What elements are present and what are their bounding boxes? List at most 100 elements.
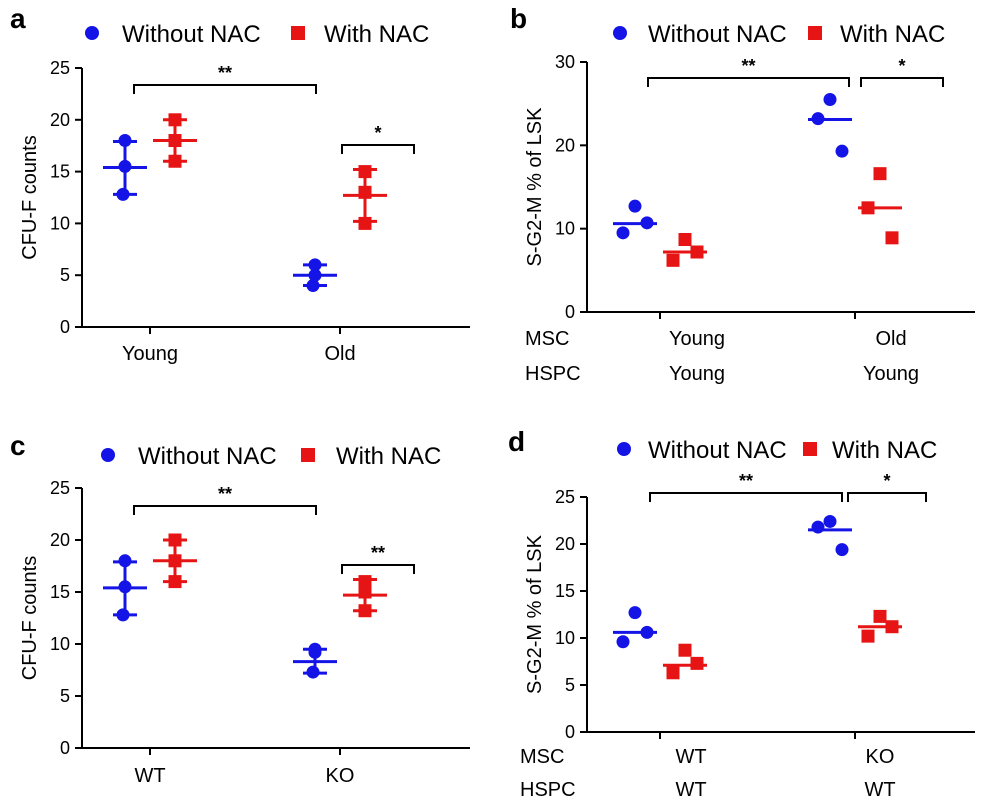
significance-bracket: *	[847, 471, 927, 502]
bracket-line	[133, 505, 317, 515]
row-value: Young	[669, 363, 725, 385]
row-value: WT	[675, 746, 706, 768]
data-point-with-nac	[168, 134, 182, 148]
y-tick-label: 5	[60, 265, 70, 285]
data-point-without-nac	[616, 226, 630, 240]
significance-label: *	[883, 471, 890, 491]
data-point-without-nac	[306, 665, 320, 679]
data-point-with-nac	[358, 604, 372, 618]
y-tick-label: 30	[555, 52, 575, 72]
legend-square-marker	[808, 26, 822, 40]
panel-a: a Without NAC With NAC 0 5 10 15 20 25 CFU-F coun…	[10, 3, 470, 365]
significance-bracket: **	[647, 56, 850, 87]
x-category-label: WT	[134, 765, 165, 787]
row-value: WT	[675, 779, 706, 797]
significance-label: **	[371, 543, 385, 563]
bracket-line	[860, 77, 944, 87]
data-point-without-nac	[823, 93, 837, 106]
panel-d: d Without NAC With NAC 0 5 10 15 20 25 S-G2-M % o…	[508, 426, 975, 797]
significance-bracket: **	[133, 63, 317, 94]
row-label-msc: MSC	[520, 746, 564, 768]
row-value: Old	[875, 328, 906, 350]
x-category-label: Old	[324, 343, 355, 365]
data-point-with-nac	[690, 656, 704, 670]
data-point-with-nac	[168, 113, 182, 127]
data-point-with-nac	[885, 231, 899, 245]
data-point-with-nac	[873, 609, 887, 623]
y-tick-label: 25	[555, 487, 575, 507]
data-point-without-nac	[308, 645, 322, 659]
panel-b: b Without NAC With NAC 0 10 20 30 S-G2-M % of L…	[510, 3, 975, 385]
data-point-with-nac	[873, 167, 887, 181]
panel-letter: d	[508, 426, 525, 457]
data-point-with-nac	[666, 666, 680, 680]
data-point-with-nac	[168, 154, 182, 168]
data-point-without-nac	[116, 187, 130, 201]
significance-bracket: **	[341, 543, 415, 574]
bracket-line	[341, 144, 415, 154]
data-point-with-nac	[358, 216, 372, 230]
data-point-without-nac	[823, 514, 837, 528]
legend-circle-marker	[85, 26, 99, 40]
row-label-hspc: HSPC	[520, 779, 576, 797]
x-category-label: Young	[122, 343, 178, 365]
data-point-with-nac	[885, 620, 899, 634]
data-point-without-nac	[118, 159, 132, 173]
y-tick-label: 20	[555, 135, 575, 155]
data-point-without-nac	[118, 554, 132, 568]
y-tick-label: 25	[50, 58, 70, 78]
row-label-hspc: HSPC	[525, 363, 581, 385]
significance-label: *	[374, 123, 381, 143]
data-point-with-nac	[168, 575, 182, 589]
data-point-without-nac	[118, 134, 132, 148]
legend-label-without-nac: Without NAC	[138, 443, 277, 470]
significance-label: **	[218, 63, 232, 83]
legend-label-with-nac: With NAC	[832, 437, 937, 464]
y-tick-label: 0	[60, 738, 70, 758]
legend-label-with-nac: With NAC	[336, 443, 441, 470]
y-tick-label: 10	[555, 219, 575, 239]
significance-bracket: **	[649, 471, 843, 502]
data-point-with-nac	[666, 253, 680, 267]
data-point-without-nac	[118, 580, 132, 594]
data-point-with-nac	[678, 233, 692, 246]
significance-bracket: *	[860, 56, 944, 87]
y-axis-title: CFU-F counts	[19, 135, 41, 259]
y-tick-label: 0	[565, 302, 575, 322]
data-point-with-nac	[358, 185, 372, 199]
y-tick-label: 15	[50, 162, 70, 182]
bracket-line	[847, 492, 927, 502]
y-tick-label: 20	[555, 534, 575, 554]
significance-label: **	[739, 471, 753, 491]
y-axis-title: CFU-F counts	[19, 556, 41, 680]
row-value: WT	[864, 779, 895, 797]
panel-c: c Without NAC With NAC 0 5 10 15 20 25 CFU-F coun…	[10, 430, 470, 787]
y-tick-label: 15	[50, 582, 70, 602]
y-tick-label: 0	[60, 317, 70, 337]
legend: Without NAC With NAC	[617, 437, 937, 464]
data-point-without-nac	[640, 625, 654, 639]
bracket-line	[341, 564, 415, 574]
legend-square-marker	[301, 448, 315, 462]
data-point-without-nac	[640, 216, 654, 230]
data-point-with-nac	[861, 201, 875, 215]
data-point-with-nac	[861, 629, 875, 643]
legend-square-marker	[803, 442, 817, 456]
data-point-without-nac	[811, 520, 825, 534]
y-tick-label: 5	[60, 686, 70, 706]
legend: Without NAC With NAC	[101, 443, 441, 470]
legend: Without NAC With NAC	[85, 21, 429, 48]
y-tick-label: 10	[50, 634, 70, 654]
significance-bracket: *	[341, 123, 415, 154]
data-point-with-nac	[358, 165, 372, 179]
y-tick-label: 5	[565, 675, 575, 695]
row-label-msc: MSC	[525, 328, 569, 350]
y-axis-title: S-G2-M % of LSK	[524, 534, 546, 694]
data-point-without-nac	[811, 112, 825, 126]
significance-label: **	[741, 56, 755, 76]
row-value: Young	[669, 328, 725, 350]
data-point-with-nac	[358, 575, 372, 589]
y-tick-label: 25	[50, 478, 70, 498]
data-point-without-nac	[616, 635, 630, 649]
